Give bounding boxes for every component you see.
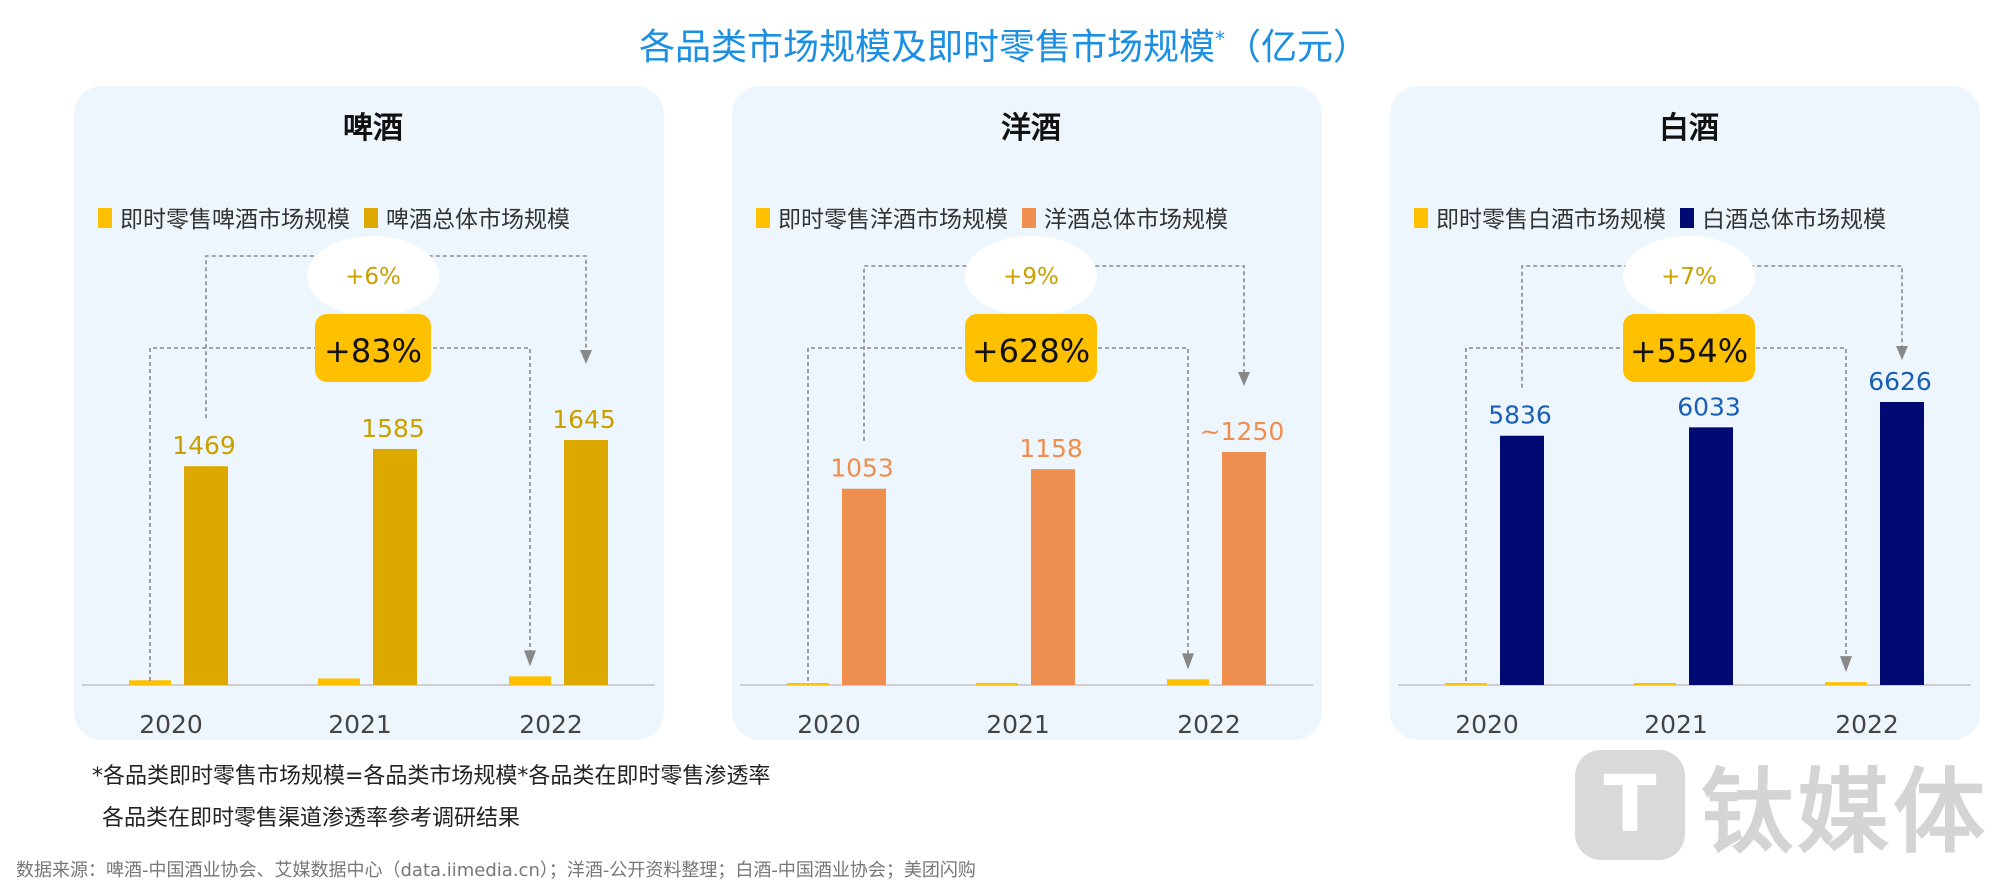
x-tick-label: 2020 [1455,710,1519,739]
data-label: 5836 [1488,401,1552,430]
panel-title: 白酒 [1659,111,1719,146]
bar-instant-2022 [509,676,551,685]
arrow-down-icon [580,350,592,364]
title-text: 各品类市场规模及即时零售市场规模 [638,27,1215,68]
arrow-down-icon [1238,372,1250,386]
data-label: 6033 [1677,392,1741,421]
growth-instant-badge [1623,314,1755,382]
watermark-logo-icon: T [1575,749,1685,860]
bar-instant-2020 [787,683,829,685]
legend-label: 啤酒总体市场规模 [386,207,570,233]
panel-baijiu: 白酒即时零售白酒市场规模 白酒总体市场规模 5836 2020 6033 2021 6626… [1390,86,1980,740]
arrow-down-icon [1182,653,1194,670]
bar-instant-2020 [1445,683,1487,685]
arrow-down-icon [524,650,536,667]
legend-label: 即时零售啤酒市场规模 [120,207,350,233]
growth-total-label: +6% [345,264,401,290]
growth-total-bubble [307,236,439,316]
legend-swatch [1414,208,1428,228]
x-tick-label: 2021 [328,710,392,739]
growth-instant-label: +554% [1630,332,1748,370]
legend-swatch [1680,208,1694,228]
bracket-instant [1465,347,1847,681]
footnote-formula: *各品类即时零售市场规模=各品类市场规模*各品类在即时零售渗透率 [92,764,771,789]
legend-label: 即时零售洋酒市场规模 [778,207,1008,233]
growth-total-label: +7% [1661,264,1717,290]
data-label: 1469 [172,431,236,460]
bar-total-2022 [1880,402,1924,685]
legend-swatch [756,208,770,228]
bar-total-2022 [1222,452,1266,685]
title-unit: （亿元） [1225,27,1370,68]
legend-label: 即时零售白酒市场规模 [1436,207,1666,233]
watermark: T 钛媒体 [1575,738,1989,871]
data-label: 1053 [830,454,894,483]
data-label: ~1250 [1200,417,1285,446]
bar-instant-2020 [129,680,171,685]
bar-instant-2022 [1167,679,1209,685]
legend-label: 洋酒总体市场规模 [1044,207,1228,233]
x-tick-label: 2022 [1835,710,1899,739]
x-tick-label: 2020 [797,710,861,739]
legend-swatch [98,208,112,228]
data-label: 6626 [1868,367,1932,396]
panel-beer: 啤酒即时零售啤酒市场规模 啤酒总体市场规模 1469 2020 1585 2021 1645… [74,86,664,740]
data-label: 1645 [552,405,616,434]
growth-instant-label: +628% [972,332,1090,370]
legend-swatch [364,208,378,228]
x-tick-label: 2022 [519,710,583,739]
bar-total-2020 [842,488,886,685]
arrow-down-icon [1896,346,1908,360]
bar-total-2020 [184,466,228,685]
panel-title: 洋酒 [1001,111,1061,146]
x-tick-label: 2020 [139,710,203,739]
bar-total-2021 [1689,427,1733,685]
bar-total-2020 [1500,435,1544,685]
x-tick-label: 2021 [1644,710,1708,739]
bar-total-2021 [1031,469,1075,685]
panel-title: 啤酒 [343,111,403,146]
legend-label: 白酒总体市场规模 [1702,207,1886,233]
data-source: 数据来源：啤酒-中国酒业协会、艾媒数据中心（data.iimedia.cn）；洋… [16,860,976,881]
bar-instant-2021 [1634,683,1676,685]
page-title: 各品类市场规模及即时零售市场规模*（亿元） [0,18,2008,70]
growth-instant-badge [965,314,1097,382]
data-label: 1158 [1019,434,1083,463]
arrow-down-icon [1840,656,1852,673]
bar-instant-2021 [976,682,1018,685]
x-tick-label: 2022 [1177,710,1241,739]
growth-total-bubble [965,236,1097,316]
growth-total-label: +9% [1003,264,1059,290]
footnote-survey: 各品类在即时零售渠道渗透率参考调研结果 [102,806,521,831]
bar-total-2022 [564,440,608,685]
panel-liquor: 洋酒即时零售洋酒市场规模 洋酒总体市场规模 1053 2020 1158 2021 ~125… [732,86,1322,740]
legend-swatch [1022,208,1036,228]
growth-instant-label: +83% [324,332,422,370]
watermark-text: 钛媒体 [1701,759,1990,866]
bar-instant-2021 [318,678,360,685]
data-label: 1585 [361,414,425,443]
growth-instant-badge [315,314,431,382]
bar-total-2021 [373,448,417,685]
growth-total-bubble [1623,236,1755,316]
title-star: * [1215,27,1225,51]
bar-instant-2022 [1825,682,1867,685]
x-tick-label: 2021 [986,710,1050,739]
